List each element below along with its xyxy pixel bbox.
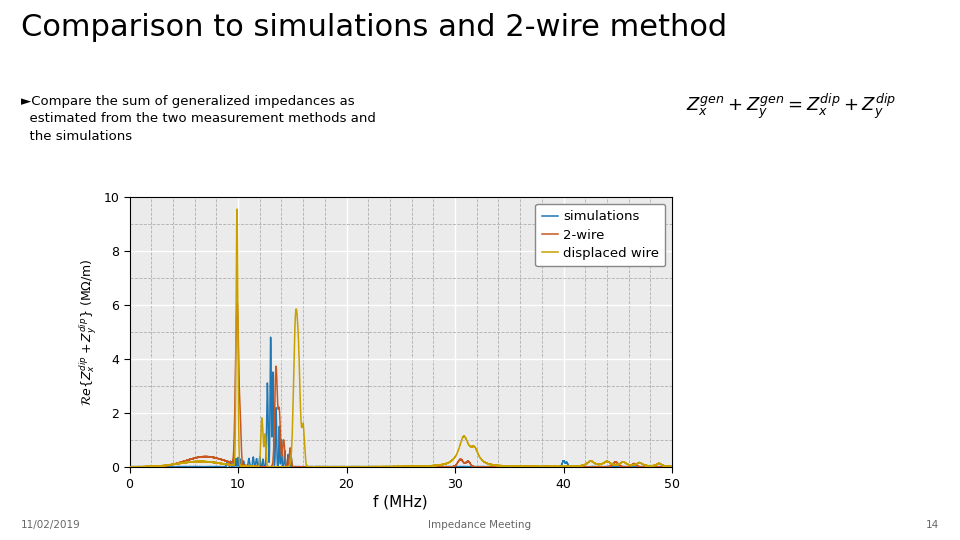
X-axis label: f (MHz): f (MHz)	[373, 495, 428, 510]
simulations	[156, 464, 168, 470]
displaced wire	[231, 206, 243, 212]
displaced wire	[637, 462, 649, 468]
2-wire	[156, 463, 168, 469]
displaced wire	[127, 464, 138, 470]
simulations	[637, 463, 649, 470]
displaced wire	[666, 463, 678, 470]
2-wire	[637, 464, 649, 470]
displaced wire	[156, 462, 168, 469]
2-wire	[231, 300, 243, 306]
simulations	[230, 455, 242, 462]
2-wire	[124, 464, 135, 470]
Text: 14: 14	[925, 520, 939, 530]
simulations	[146, 464, 157, 470]
displaced wire	[230, 343, 242, 349]
Legend: simulations, 2-wire, displaced wire: simulations, 2-wire, displaced wire	[535, 204, 665, 266]
displaced wire	[124, 464, 135, 470]
Text: 11/02/2019: 11/02/2019	[21, 520, 81, 530]
Text: Comparison to simulations and 2-wire method: Comparison to simulations and 2-wire met…	[21, 14, 728, 43]
simulations	[265, 334, 276, 341]
simulations	[389, 464, 400, 470]
Y-axis label: $\mathcal{R}e\{Z_x^{dip}+Z_y^{dip}\}$ (M$\Omega$/m): $\mathcal{R}e\{Z_x^{dip}+Z_y^{dip}\}$ (M…	[78, 258, 99, 406]
Text: ►Compare the sum of generalized impedances as
  estimated from the two measureme: ►Compare the sum of generalized impedanc…	[21, 94, 376, 144]
simulations	[124, 463, 135, 470]
simulations	[196, 464, 207, 470]
displaced wire	[389, 463, 400, 470]
Line: simulations: simulations	[130, 338, 672, 467]
2-wire	[666, 464, 678, 470]
2-wire	[230, 338, 242, 344]
2-wire	[404, 464, 416, 470]
Text: Impedance Meeting: Impedance Meeting	[428, 520, 532, 530]
Text: $Z_x^{gen} + Z_y^{gen} = Z_x^{dip} + Z_y^{dip}$: $Z_x^{gen} + Z_y^{gen} = Z_x^{dip} + Z_y…	[686, 92, 897, 122]
2-wire	[389, 464, 400, 470]
2-wire	[127, 464, 138, 470]
Line: displaced wire: displaced wire	[130, 209, 672, 467]
Line: 2-wire: 2-wire	[130, 303, 672, 467]
2-wire	[146, 463, 157, 470]
displaced wire	[146, 463, 157, 470]
simulations	[127, 463, 138, 470]
simulations	[666, 464, 678, 470]
displaced wire	[278, 464, 290, 470]
